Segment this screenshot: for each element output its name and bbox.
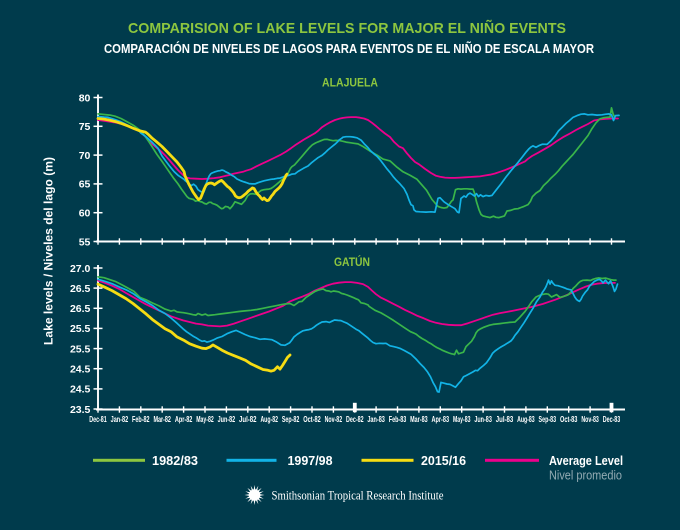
svg-text:Aug-83: Aug-83 [517, 414, 535, 424]
svg-text:COMPARISION OF LAKE LEVELS FOR: COMPARISION OF LAKE LEVELS FOR MAJOR EL … [128, 19, 566, 37]
svg-text:Aug-82: Aug-82 [260, 414, 278, 424]
svg-text:75: 75 [79, 121, 91, 133]
svg-text:25.5: 25.5 [70, 343, 91, 355]
svg-text:55: 55 [79, 236, 91, 248]
svg-text:Jan-82: Jan-82 [111, 414, 129, 424]
svg-text:Oct-82: Oct-82 [303, 414, 321, 424]
svg-text:65: 65 [79, 179, 91, 191]
svg-text:70: 70 [79, 150, 91, 162]
svg-text:25.5: 25.5 [70, 323, 91, 335]
svg-text:Nivel promedio: Nivel promedio [549, 468, 622, 483]
svg-text:Jul-83: Jul-83 [496, 414, 514, 424]
svg-text:60: 60 [79, 208, 91, 220]
svg-text:Jun-82: Jun-82 [218, 414, 236, 424]
svg-text:Oct-83: Oct-83 [560, 414, 578, 424]
svg-text:24.5: 24.5 [70, 384, 91, 396]
svg-text:Dec-81: Dec-81 [89, 414, 107, 424]
svg-text:Average Level: Average Level [549, 453, 623, 468]
svg-text:24.5: 24.5 [70, 364, 91, 376]
svg-text:2015/16: 2015/16 [421, 453, 466, 468]
svg-text:Apr-83: Apr-83 [432, 414, 450, 424]
svg-text:May-83: May-83 [453, 414, 471, 424]
svg-text:27.0: 27.0 [70, 263, 91, 275]
svg-text:Sep-83: Sep-83 [539, 414, 557, 424]
svg-text:ALAJUELA: ALAJUELA [322, 76, 378, 90]
svg-text:Sep-82: Sep-82 [282, 414, 300, 424]
svg-text:23.5: 23.5 [70, 404, 91, 416]
svg-text:26.5: 26.5 [70, 303, 91, 315]
svg-text:Mar-82: Mar-82 [153, 414, 171, 424]
svg-text:Nov-82: Nov-82 [325, 414, 343, 424]
svg-text:Smithsonian Tropical Research: Smithsonian Tropical Research Institute [272, 489, 444, 503]
svg-text:Mar-83: Mar-83 [410, 414, 428, 424]
svg-text:Feb-83: Feb-83 [389, 414, 407, 424]
svg-text:Dec-82: Dec-82 [346, 414, 364, 424]
svg-text:Jun-83: Jun-83 [474, 414, 492, 424]
svg-text:GATÚN: GATÚN [334, 254, 370, 269]
svg-text:Nov-83: Nov-83 [581, 414, 599, 424]
svg-text:COMPARACIÓN DE NIVELES DE LAGO: COMPARACIÓN DE NIVELES DE LAGOS PARA EVE… [104, 41, 594, 56]
svg-text:Feb-82: Feb-82 [132, 414, 150, 424]
svg-text:1997/98: 1997/98 [288, 453, 333, 468]
svg-text:May-82: May-82 [196, 414, 214, 424]
svg-text:80: 80 [79, 92, 91, 104]
svg-text:Lake levels / Niveles del lago: Lake levels / Niveles del lago (m) [42, 157, 56, 345]
svg-text:Dec-83: Dec-83 [603, 414, 621, 424]
svg-text:1982/83: 1982/83 [152, 453, 198, 468]
svg-text:26.5: 26.5 [70, 283, 91, 295]
svg-text:Jul-82: Jul-82 [239, 414, 257, 424]
svg-text:Jan-83: Jan-83 [367, 414, 385, 424]
svg-text:Apr-82: Apr-82 [175, 414, 193, 424]
